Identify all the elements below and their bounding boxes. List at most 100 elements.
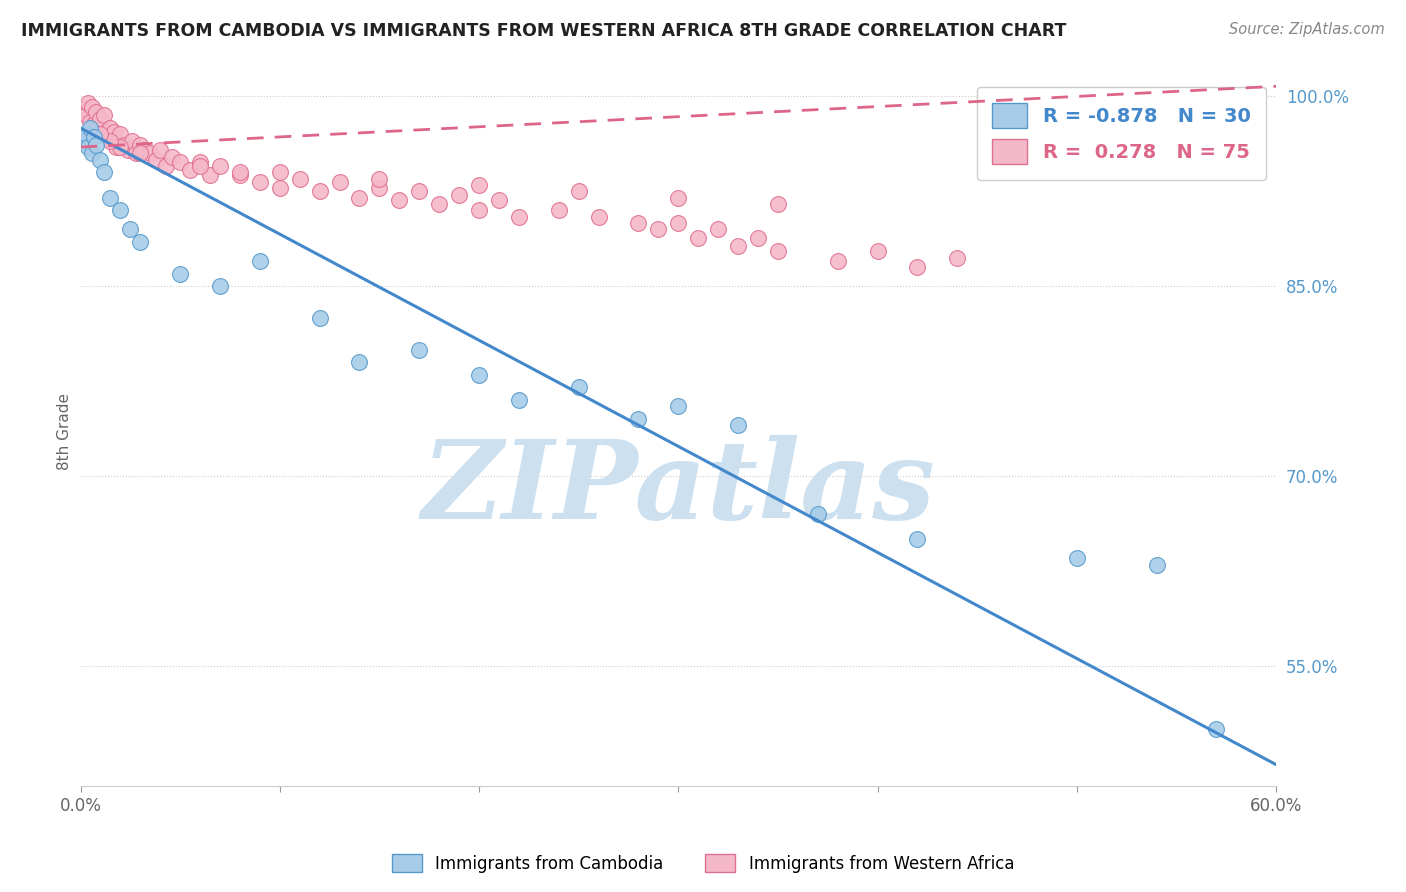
Legend: Immigrants from Cambodia, Immigrants from Western Africa: Immigrants from Cambodia, Immigrants fro…: [385, 847, 1021, 880]
Point: [747, 231, 769, 245]
Point: [627, 412, 650, 426]
Point: [249, 176, 271, 190]
Point: [1146, 558, 1168, 572]
Point: [827, 254, 849, 268]
Point: [408, 185, 430, 199]
Point: [588, 210, 610, 224]
Point: [308, 185, 330, 199]
Point: [110, 203, 132, 218]
Point: [77, 95, 100, 110]
Text: Source: ZipAtlas.com: Source: ZipAtlas.com: [1229, 22, 1385, 37]
Point: [145, 153, 167, 167]
Point: [468, 203, 491, 218]
Point: [169, 155, 191, 169]
Point: [427, 197, 450, 211]
Point: [93, 108, 115, 122]
Point: [82, 99, 104, 113]
Point: [666, 400, 689, 414]
Point: [468, 178, 491, 192]
Point: [83, 129, 105, 144]
Point: [134, 143, 156, 157]
Point: [105, 140, 128, 154]
Point: [727, 239, 749, 253]
Point: [86, 137, 108, 152]
Point: [208, 279, 231, 293]
Point: [76, 128, 98, 142]
Point: [110, 140, 132, 154]
Point: [103, 125, 125, 139]
Point: [449, 188, 471, 202]
Point: [368, 180, 391, 194]
Point: [129, 235, 152, 249]
Point: [139, 146, 162, 161]
Point: [349, 191, 371, 205]
Point: [179, 162, 201, 177]
Point: [125, 146, 148, 161]
Point: [96, 125, 118, 139]
Point: [100, 191, 122, 205]
Point: [160, 150, 183, 164]
Point: [112, 137, 135, 152]
Point: [121, 134, 143, 148]
Point: [388, 193, 411, 207]
Point: [907, 533, 929, 547]
Point: [79, 114, 101, 128]
Point: [100, 121, 122, 136]
Point: [100, 134, 122, 148]
Point: [87, 121, 110, 136]
Point: [129, 146, 152, 161]
Point: [73, 134, 96, 148]
Point: [117, 143, 139, 157]
Point: [349, 355, 371, 369]
Point: [508, 210, 530, 224]
Point: [627, 216, 650, 230]
Point: [807, 507, 830, 521]
Point: [76, 108, 98, 122]
Point: [688, 231, 710, 245]
Point: [110, 128, 132, 142]
Point: [97, 129, 120, 144]
Point: [368, 171, 391, 186]
Legend: R = -0.878   N = 30, R =  0.278   N = 75: R = -0.878 N = 30, R = 0.278 N = 75: [977, 87, 1267, 180]
Point: [129, 137, 152, 152]
Point: [198, 168, 221, 182]
Point: [1205, 722, 1227, 736]
Point: [89, 153, 111, 167]
Point: [488, 193, 510, 207]
Point: [89, 128, 111, 142]
Point: [229, 168, 252, 182]
Point: [647, 222, 669, 236]
Point: [93, 165, 115, 179]
Point: [946, 252, 969, 266]
Point: [666, 191, 689, 205]
Point: [547, 203, 569, 218]
Point: [208, 159, 231, 173]
Text: IMMIGRANTS FROM CAMBODIA VS IMMIGRANTS FROM WESTERN AFRICA 8TH GRADE CORRELATION: IMMIGRANTS FROM CAMBODIA VS IMMIGRANTS F…: [21, 22, 1067, 40]
Point: [77, 140, 100, 154]
Point: [408, 343, 430, 357]
Point: [666, 216, 689, 230]
Point: [707, 222, 730, 236]
Point: [308, 310, 330, 325]
Point: [508, 393, 530, 408]
Point: [229, 165, 252, 179]
Point: [149, 143, 172, 157]
Point: [568, 380, 591, 394]
Point: [1066, 551, 1088, 566]
Point: [766, 197, 789, 211]
Point: [329, 176, 352, 190]
Point: [73, 102, 96, 116]
Point: [82, 146, 104, 161]
Point: [155, 159, 177, 173]
Point: [288, 171, 311, 186]
Point: [83, 117, 105, 131]
Point: [766, 244, 789, 258]
Point: [727, 418, 749, 433]
Point: [101, 134, 124, 148]
Point: [269, 165, 291, 179]
Point: [188, 159, 211, 173]
Point: [468, 368, 491, 382]
Point: [568, 185, 591, 199]
Text: ZIPatlas: ZIPatlas: [422, 434, 935, 542]
Y-axis label: 8th Grade: 8th Grade: [58, 393, 72, 470]
